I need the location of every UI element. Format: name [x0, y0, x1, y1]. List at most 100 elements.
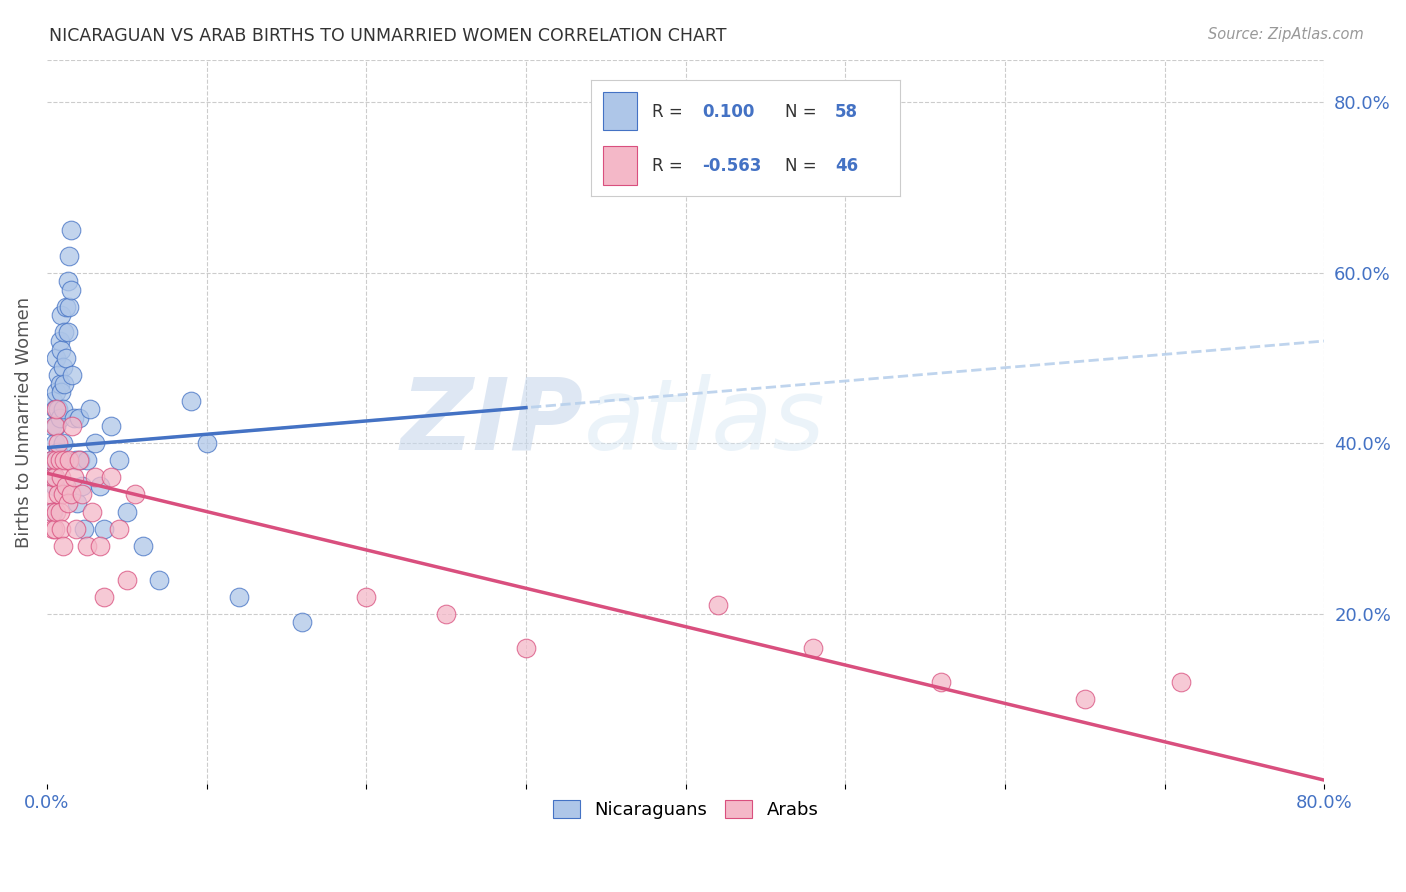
- Point: [41, 419, 63, 434]
- Point: [63, 470, 86, 484]
- Point: [100, 470, 122, 484]
- Point: [51, 522, 73, 536]
- Point: [44, 522, 66, 536]
- Point: [58, 249, 80, 263]
- Point: [115, 504, 138, 518]
- Point: [62, 368, 84, 383]
- Point: [148, 573, 170, 587]
- Point: [52, 487, 75, 501]
- Point: [58, 453, 80, 467]
- Point: [42, 393, 65, 408]
- Point: [46, 487, 69, 501]
- Point: [45, 385, 67, 400]
- Point: [45, 504, 67, 518]
- Point: [69, 453, 91, 467]
- Point: [515, 640, 537, 655]
- Y-axis label: Births to Unmarried Women: Births to Unmarried Women: [15, 296, 32, 548]
- Point: [107, 453, 129, 467]
- Point: [195, 436, 218, 450]
- Point: [52, 359, 75, 374]
- Point: [76, 453, 98, 467]
- Text: atlas: atlas: [583, 374, 825, 470]
- Text: R =: R =: [652, 156, 689, 175]
- Point: [59, 223, 82, 237]
- Point: [62, 419, 84, 434]
- Point: [48, 410, 70, 425]
- Point: [56, 326, 79, 340]
- Point: [41, 504, 63, 518]
- Text: Source: ZipAtlas.com: Source: ZipAtlas.com: [1208, 27, 1364, 42]
- Point: [356, 590, 378, 604]
- Point: [48, 453, 70, 467]
- Point: [115, 573, 138, 587]
- Point: [44, 470, 66, 484]
- Point: [44, 436, 66, 450]
- Point: [228, 590, 250, 604]
- Legend: Nicaraguans, Arabs: Nicaraguans, Arabs: [546, 792, 825, 826]
- Point: [1170, 675, 1192, 690]
- Point: [434, 607, 457, 621]
- Point: [80, 504, 103, 518]
- Point: [83, 470, 105, 484]
- Point: [131, 539, 153, 553]
- Point: [76, 539, 98, 553]
- Point: [53, 326, 76, 340]
- Text: N =: N =: [786, 103, 823, 120]
- Point: [100, 419, 122, 434]
- Point: [56, 496, 79, 510]
- Point: [53, 376, 76, 391]
- Text: 58: 58: [835, 103, 858, 120]
- Text: N =: N =: [786, 156, 823, 175]
- Point: [79, 402, 101, 417]
- Point: [89, 539, 111, 553]
- Point: [803, 640, 825, 655]
- Point: [67, 410, 90, 425]
- Point: [48, 504, 70, 518]
- Point: [89, 479, 111, 493]
- Point: [93, 590, 115, 604]
- Point: [45, 351, 67, 365]
- Point: [107, 522, 129, 536]
- Point: [72, 522, 94, 536]
- Point: [56, 274, 79, 288]
- Point: [51, 309, 73, 323]
- Point: [93, 522, 115, 536]
- Point: [55, 300, 77, 314]
- Point: [55, 479, 77, 493]
- Point: [42, 470, 65, 484]
- Point: [48, 376, 70, 391]
- Point: [63, 410, 86, 425]
- Point: [52, 539, 75, 553]
- Point: [52, 436, 75, 450]
- Point: [39, 487, 62, 501]
- Point: [44, 453, 66, 467]
- Point: [41, 453, 63, 467]
- Point: [39, 462, 62, 476]
- Point: [42, 504, 65, 518]
- Point: [46, 368, 69, 383]
- Point: [51, 343, 73, 357]
- Point: [58, 300, 80, 314]
- Point: [929, 675, 952, 690]
- Point: [45, 453, 67, 467]
- Point: [48, 334, 70, 348]
- Point: [45, 402, 67, 417]
- Point: [1074, 692, 1097, 706]
- Text: 46: 46: [835, 156, 858, 175]
- Point: [52, 402, 75, 417]
- Point: [55, 351, 77, 365]
- FancyBboxPatch shape: [603, 92, 637, 130]
- Point: [41, 453, 63, 467]
- Point: [48, 453, 70, 467]
- Point: [46, 445, 69, 459]
- Point: [51, 470, 73, 484]
- Text: NICARAGUAN VS ARAB BIRTHS TO UNMARRIED WOMEN CORRELATION CHART: NICARAGUAN VS ARAB BIRTHS TO UNMARRIED W…: [49, 27, 727, 45]
- Point: [66, 496, 89, 510]
- Text: 0.100: 0.100: [702, 103, 754, 120]
- FancyBboxPatch shape: [603, 146, 637, 185]
- Point: [70, 487, 93, 501]
- Point: [46, 402, 69, 417]
- Point: [44, 479, 66, 493]
- Point: [44, 419, 66, 434]
- Point: [45, 419, 67, 434]
